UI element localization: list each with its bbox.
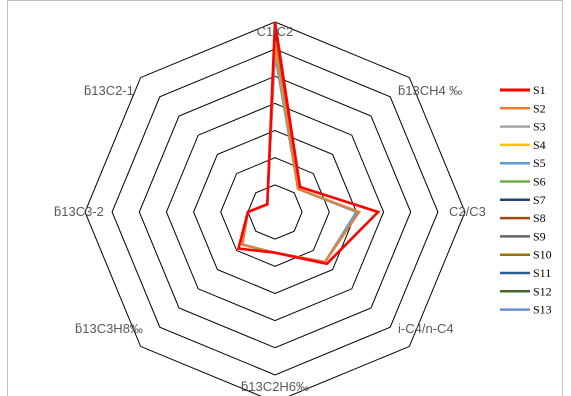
axis-label-c2-c3: C2/C3 xyxy=(449,204,486,219)
grid-ring-4 xyxy=(165,102,385,322)
legend-label-s7: S7 xyxy=(533,193,546,207)
legend-label-s12: S12 xyxy=(533,284,552,298)
grid-ring-1 xyxy=(247,184,303,240)
legend-label-s6: S6 xyxy=(533,175,546,189)
radar-grid xyxy=(84,21,466,396)
legend-label-s5: S5 xyxy=(533,156,546,170)
legend-label-s11: S11 xyxy=(533,266,551,280)
series-line-s13 xyxy=(241,54,359,264)
legend-label-s1: S1 xyxy=(533,83,546,97)
axis-label-d13c2-1: ƃ13C2-1 xyxy=(84,83,134,98)
series-line-s8 xyxy=(241,46,361,264)
axis-label-d13c3-2: ƃ13C3-2 xyxy=(54,204,104,219)
series-line-s12 xyxy=(241,32,361,264)
series-line-s2 xyxy=(241,40,361,264)
series-line-s6 xyxy=(241,46,361,264)
axis-label-c1-c2: C1/C2 xyxy=(257,24,294,39)
grid-ring-7 xyxy=(84,21,466,396)
series-line-s1 xyxy=(236,21,381,266)
legend-label-s2: S2 xyxy=(533,101,546,115)
series-line-s4 xyxy=(241,46,361,264)
legend-label-s3: S3 xyxy=(533,120,546,134)
legend-label-s13: S13 xyxy=(533,303,552,317)
axis-label-d13c2h6: ƃ13C2H6‰ xyxy=(241,379,309,394)
series-line-s5 xyxy=(241,48,358,264)
grid-ring-3 xyxy=(193,130,357,294)
axis-label-d13ch4: ƃ13CH4 ‰ xyxy=(398,83,462,98)
legend-label-s10: S10 xyxy=(533,248,552,262)
legend-label-s4: S4 xyxy=(533,138,546,152)
grid-ring-6 xyxy=(111,48,439,376)
radar-series xyxy=(236,21,381,266)
chart-frame xyxy=(7,0,563,396)
axis-labels: C1/C2 ƃ13CH4 ‰ C2/C3 i-C4/n-C4 ƃ13C2H6‰ … xyxy=(54,24,486,394)
legend-label-s9: S9 xyxy=(533,229,546,243)
series-line-s11 xyxy=(241,46,361,264)
axis-label-d13c3h8: ƃ13C3H8‰ xyxy=(75,321,143,336)
legend-label-s8: S8 xyxy=(533,211,546,225)
grid-ring-2 xyxy=(220,157,330,267)
grid-ring-5 xyxy=(138,75,412,349)
chart-legend: S1 S2 S3 S4 S5 S6 S7 S8 S9 S10 S11 S12 S13 xyxy=(500,83,552,317)
axis-label-ic4-nc4: i-C4/n-C4 xyxy=(398,321,454,336)
